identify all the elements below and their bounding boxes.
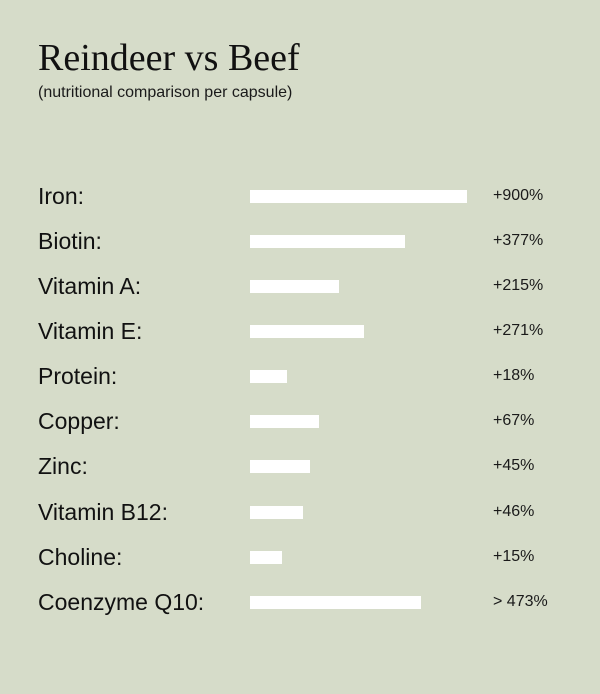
row-value: +18% (493, 367, 535, 384)
chart-subtitle: (nutritional comparison per capsule) (38, 84, 293, 101)
row-value: > 473% (493, 593, 548, 610)
bar (250, 370, 287, 383)
row-label: Biotin: (38, 228, 102, 254)
row-value: +67% (493, 412, 535, 429)
chart-row-biotin: Biotin: +377% (0, 226, 600, 271)
row-label: Vitamin B12: (38, 499, 168, 525)
row-value: +377% (493, 232, 544, 249)
bar (250, 280, 339, 293)
chart-row-coenzyme-q10: Coenzyme Q10: > 473% (0, 587, 600, 632)
chart-row-protein: Protein: +18% (0, 361, 600, 406)
chart-row-vitamin-b12: Vitamin B12: +46% (0, 497, 600, 542)
row-label: Zinc: (38, 453, 88, 479)
row-value: +15% (493, 548, 535, 565)
row-value: +46% (493, 503, 535, 520)
row-value: +271% (493, 322, 544, 339)
chart-row-copper: Copper: +67% (0, 406, 600, 451)
row-label: Vitamin E: (38, 318, 143, 344)
chart-row-iron: Iron: +900% (0, 181, 600, 226)
row-value: +215% (493, 277, 544, 294)
chart-title: Reindeer vs Beef (38, 37, 300, 79)
bar (250, 506, 303, 519)
bar (250, 460, 310, 473)
chart-row-choline: Choline: +15% (0, 542, 600, 587)
bar (250, 596, 421, 609)
row-label: Copper: (38, 408, 120, 434)
row-label: Protein: (38, 363, 118, 389)
row-value: +45% (493, 457, 535, 474)
bar (250, 551, 282, 564)
bar (250, 415, 319, 428)
bar (250, 235, 405, 248)
row-label: Vitamin A: (38, 273, 142, 299)
chart-row-zinc: Zinc: +45% (0, 451, 600, 496)
chart-row-vitamin-e: Vitamin E: +271% (0, 316, 600, 361)
row-label: Iron: (38, 183, 85, 209)
row-label: Choline: (38, 544, 123, 570)
row-label: Coenzyme Q10: (38, 589, 205, 615)
bar (250, 325, 364, 338)
row-value: +900% (493, 187, 544, 204)
bar (250, 190, 467, 203)
chart-row-vitamin-a: Vitamin A: +215% (0, 271, 600, 316)
